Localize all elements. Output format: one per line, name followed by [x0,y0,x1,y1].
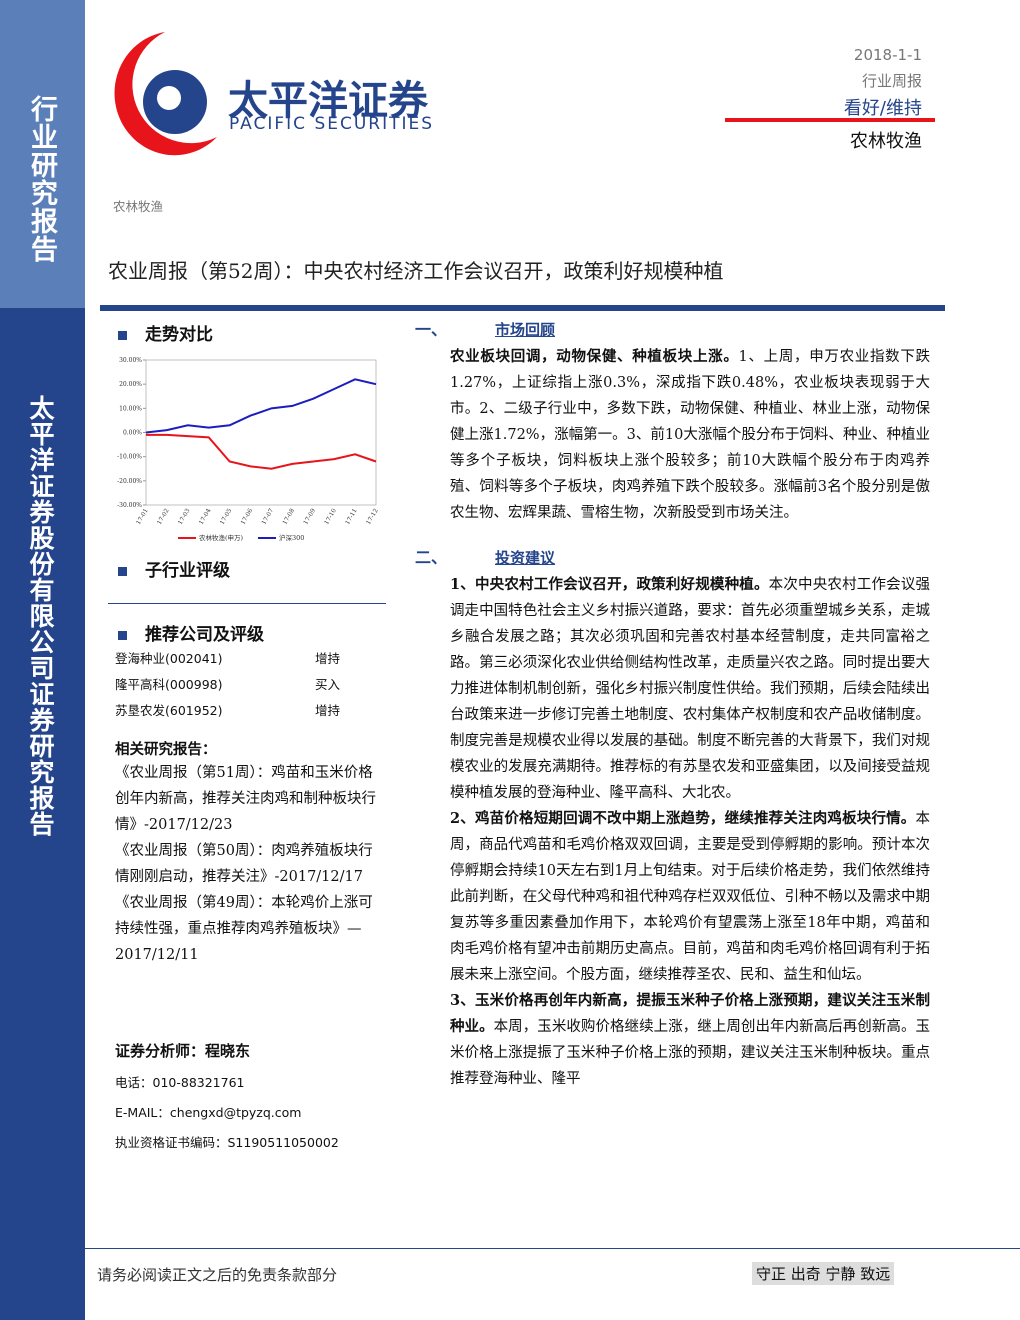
x-tick-label: 17-07 [260,507,275,526]
section-heading: 二、 投资建议 [415,544,930,568]
plot-frame [145,359,377,506]
paragraph: 1、中央农村工作会议召开，政策利好规模种植。本次中央农村工作会议强调走中国特色社… [415,572,930,806]
legend-label: 农林牧渔(申万) [199,533,244,542]
logo-cn: 太平洋证券 [228,78,428,124]
y-tick-label: 0.00% [123,430,142,437]
related-report: 《农业周报（第50周）：肉鸡养殖板块行情刚刚启动，推荐关注》-2017/12/1… [115,843,373,885]
company: 苏垦农发(601952) [115,703,223,718]
paragraph: 3、玉米价格再创年内新高，提振玉米种子价格上涨预期，建议关注玉米制种业。本周，玉… [415,988,930,1092]
recommend-row: 登海种业(002041) 增持 [115,648,355,674]
license: 执业资格证书编码：S1190511050002 [115,1135,339,1150]
company-rating: 买入 [315,677,341,692]
sidebar-bottom [0,308,85,1320]
x-tick-label: 17-02 [156,507,171,526]
related-heading: 相关研究报告： [115,741,217,758]
report-title: 农业周报（第52周）：中央农村经济工作会议召开，政策利好规模种植 [108,259,724,283]
related-report: 《农业周报（第51周）：鸡苗和玉米价格创年内新高，推荐关注肉鸡和制种板块行情》-… [115,765,376,833]
company: 登海种业(002041) [115,651,223,666]
y-tick-label: -10.00% [117,454,142,461]
email: E-MAIL：chengxd@tpyzq.com [115,1105,302,1120]
trend-heading-row: 走势对比 [118,320,213,345]
section-title: 市场回顾 [495,321,556,339]
related-report: 《农业周报（第49周）：本轮鸡价上涨可持续性强，重点推荐肉鸡养殖板块》—2017… [115,895,373,963]
motto: 守正 出奇 宁静 致远 [752,1262,895,1285]
x-tick-label: 17-05 [219,507,234,526]
company: 隆平高科(000998) [115,677,223,692]
paragraph: 农业板块回调，动物保健、种植板块上涨。1、上周，申万农业指数下跌1.27%，上证… [415,344,930,526]
series-line [145,378,377,434]
header-rule [725,118,935,122]
company-rating: 增持 [315,703,341,718]
title-rule [100,305,945,311]
disclaimer: 请务必阅读正文之后的免责条款部分 [97,1266,338,1284]
x-tick-label: 17-01 [135,508,150,526]
paragraph-lead: 农业板块回调，动物保健、种植板块上涨。 [450,348,739,365]
report-type: 行业周报 [861,72,922,90]
recommend-table: 登海种业(002041) 增持 隆平高科(000998) 买入 苏垦农发(601952)… [115,648,355,726]
rating: 看好/维持 [843,98,922,119]
phone: 电话：010-88321761 [115,1075,245,1090]
date: 2018-1-1 [853,46,922,64]
x-tick-label: 17-03 [177,507,192,526]
y-tick-label: 10.00% [119,405,142,412]
divider [108,603,386,604]
paragraph-body: 本周，玉米收购价格继续上涨，继上周创出年内新高后再创新高。玉米价格上涨提振了玉米… [450,1019,930,1087]
section-title: 投资建议 [495,549,556,567]
y-tick-label: 30.00% [119,357,142,364]
company-rating: 增持 [315,651,341,666]
related-list: 《农业周报（第51周）：鸡苗和玉米价格创年内新高，推荐关注肉鸡和制种板块行情》-… [115,760,380,968]
logo-en: PACIFIC SECURITIES [229,114,435,134]
x-tick-label: 17-06 [240,507,255,526]
sidebar-top [0,0,85,308]
trend-heading: 走势对比 [145,325,213,345]
x-tick-label: 17-08 [281,507,296,526]
main-text: 一、 市场回顾农业板块回调，动物保健、种植板块上涨。1、上周，申万农业指数下跌1.… [415,316,930,1092]
x-tick-label: 17-04 [198,507,213,526]
paragraph-lead: 2、鸡苗价格短期回调不改中期上涨趋势，继续推荐关注肉鸡板块行情。 [450,810,916,827]
trend-chart: -30.00% -20.00% -10.00% 0.00% 10.00% 20.00% 30… [117,357,380,542]
sub-heading-row: 子行业评级 [118,556,230,581]
paragraph-lead: 1、中央农村工作会议召开，政策利好规模种植。 [450,576,769,593]
x-tick-label: 17-11 [344,508,359,526]
sidebar-label: 行业研究报告 [26,95,57,263]
y-tick-label: -20.00% [117,478,142,485]
y-tick-label: 20.00% [119,381,142,388]
recommend-row: 苏垦农发(601952) 增持 [115,700,355,726]
recommend-row: 隆平高科(000998) 买入 [115,674,355,700]
logo-mark [114,32,217,156]
x-tick-label: 17-09 [302,507,317,526]
sector-tag: 农林牧渔 [113,199,164,214]
paragraph-lead: 3、玉米价格再创年内新高，提振玉米种子价格上涨预期，建议关注玉米制种业。 [450,992,930,1035]
paragraph-body: 1、上周，申万农业指数下跌1.27%，上证综指上涨0.3%，深成指下跌0.48%… [450,349,931,521]
section-number: 一、 [415,320,448,339]
subindustry-heading: 子行业评级 [145,561,230,581]
y-tick-label: -30.00% [117,502,142,509]
footer-rule [85,1248,1020,1249]
paragraph-body: 本周，商品代鸡苗和毛鸡价格双双回调，主要是受到停孵期的影响。预计本次停孵期会持续… [450,811,930,983]
sidebar-company: 太平洋证券股份有限公司证券研究报告 [26,395,55,837]
series-line [146,433,377,470]
industry: 农林牧渔 [850,131,922,152]
x-tick-label: 17-10 [323,507,338,526]
analyst: 证券分析师：程晓东 [115,1042,251,1060]
paragraph-body: 本次中央农村工作会议强调走中国特色社会主义乡村振兴道路，要求：首先必须重塑城乡关… [450,577,931,801]
legend-label: 沪深300 [279,533,304,542]
rec-heading-row: 推荐公司及评级 [118,620,264,645]
x-tick-label: 17-12 [365,507,380,526]
section-number: 二、 [415,548,448,567]
section-heading: 一、 市场回顾 [415,316,930,340]
recommend-heading: 推荐公司及评级 [145,625,264,645]
paragraph: 2、鸡苗价格短期回调不改中期上涨趋势，继续推荐关注肉鸡板块行情。本周，商品代鸡苗… [415,806,930,988]
